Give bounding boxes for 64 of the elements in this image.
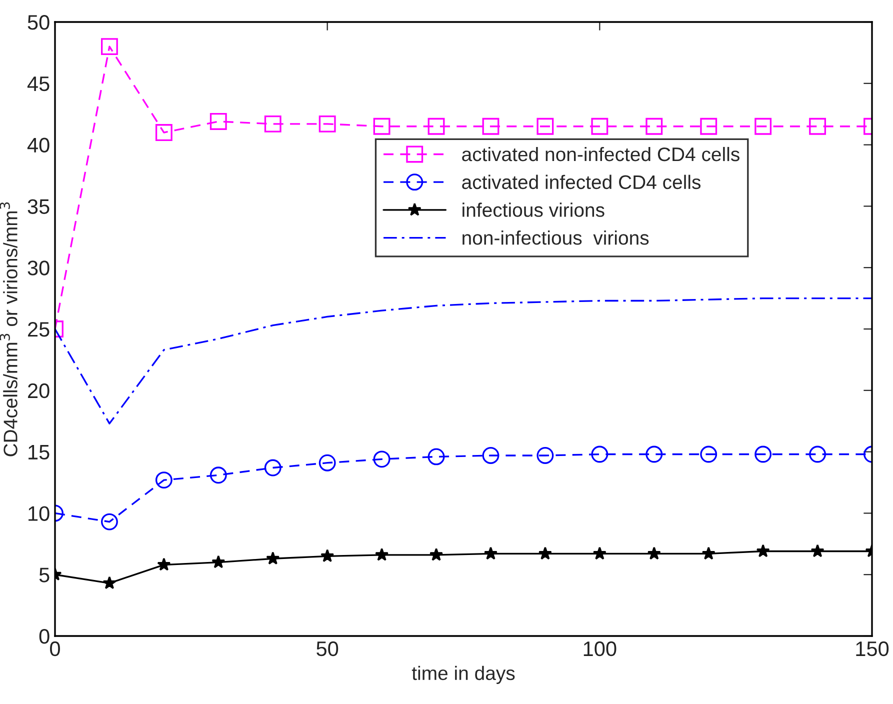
y-tick-label: 0 — [39, 629, 50, 644]
point — [102, 576, 116, 590]
point — [264, 115, 282, 132]
point — [429, 548, 444, 561]
point — [700, 446, 718, 463]
x-axis-title: time in days — [412, 666, 515, 684]
point — [484, 546, 498, 560]
point — [375, 548, 389, 561]
point — [591, 118, 608, 135]
point — [318, 115, 336, 132]
x-tick-label: 0 — [50, 641, 60, 656]
point — [100, 38, 118, 56]
point — [647, 546, 661, 560]
y-tick-label: 30 — [28, 260, 50, 276]
point — [155, 472, 172, 489]
y-tick-label: 5 — [39, 568, 50, 582]
point — [210, 112, 227, 130]
x-tick-label: 50 — [316, 641, 338, 656]
point — [646, 446, 663, 463]
y-tick-label: 10 — [28, 506, 50, 521]
point — [536, 118, 554, 135]
legend-label: activated infected CD4 cells — [462, 174, 701, 190]
y-tick-label: 25 — [28, 322, 50, 337]
point — [536, 447, 554, 464]
point — [810, 544, 824, 558]
point — [482, 118, 500, 135]
point — [318, 454, 336, 472]
point — [538, 546, 552, 560]
y-tick-label: 20 — [28, 383, 50, 398]
line-series — [55, 297, 872, 424]
point — [428, 448, 445, 466]
point — [756, 544, 770, 558]
y-tick-label: 50 — [28, 15, 50, 30]
point — [646, 118, 663, 135]
y-tick-label: 45 — [27, 76, 50, 92]
x-tick-label: 100 — [584, 641, 616, 656]
x-tick-label: 150 — [856, 641, 889, 656]
point — [210, 466, 227, 484]
point — [754, 446, 772, 463]
point — [700, 118, 718, 135]
legend-label: infectious virions — [462, 202, 604, 217]
y-tick-label: 35 — [28, 199, 50, 214]
point — [320, 549, 334, 562]
point — [212, 555, 226, 568]
point — [155, 124, 172, 141]
y-axis-title: CD4cells/mm$^{3}$ or virions/mm$^{3}$ — [0, 202, 18, 456]
point — [809, 118, 826, 135]
y-tick-label: 15 — [28, 445, 50, 460]
point — [373, 118, 390, 135]
point — [373, 450, 390, 468]
point — [591, 446, 608, 463]
point — [809, 446, 826, 463]
y-tick-label: 40 — [27, 138, 50, 153]
point — [428, 118, 445, 135]
point — [754, 118, 772, 135]
legend-label: non-infectious virions — [462, 230, 649, 245]
point — [157, 558, 171, 571]
point — [100, 513, 118, 530]
point — [266, 552, 280, 565]
point — [592, 546, 606, 560]
point — [482, 447, 500, 464]
legend-label: activated non-infected CD4 cells — [462, 146, 740, 162]
point — [702, 546, 716, 560]
point — [264, 459, 282, 476]
